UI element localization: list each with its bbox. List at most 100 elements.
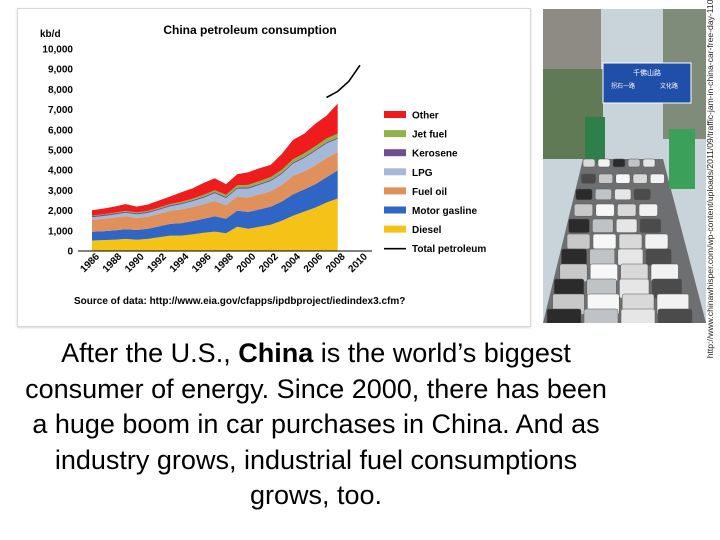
chart-panel: China petroleum consumption kb/d 0 1,000 2… <box>17 8 531 327</box>
car <box>568 218 590 233</box>
car <box>638 203 658 217</box>
y-tick-label: 8,000 <box>48 85 73 96</box>
legend-swatch <box>384 130 406 138</box>
y-tick-label: 6,000 <box>48 125 73 136</box>
car <box>615 218 638 233</box>
area-diesel <box>92 198 338 251</box>
y-tick-label: 5,000 <box>48 146 73 157</box>
legend-swatch <box>384 187 406 195</box>
legend: Other Jet fuel Kerosene LPG Fuel oil Motor ga… <box>384 111 486 255</box>
x-tick-label: 1996 <box>190 251 214 275</box>
x-tick-label: 1988 <box>101 251 125 275</box>
car <box>573 203 594 217</box>
legend-swatch <box>384 168 406 176</box>
car <box>592 233 617 250</box>
x-axis: 1986198819901992199419961998200020022004… <box>78 251 370 275</box>
legend-label: Kerosene <box>412 149 458 160</box>
x-tick-label: 2004 <box>279 251 303 275</box>
cars <box>546 158 693 323</box>
car <box>644 233 669 250</box>
bus-right <box>669 129 695 189</box>
car <box>598 173 614 184</box>
car <box>597 158 611 168</box>
y-tick-label: 9,000 <box>48 65 73 76</box>
legend-label: Jet fuel <box>412 130 447 141</box>
source-note: Source of data: http://www.eia.gov/cfapp… <box>74 296 405 307</box>
x-tick-label: 1990 <box>123 251 147 275</box>
bus-left <box>585 117 605 163</box>
car <box>620 308 656 323</box>
y-tick-label: 10,000 <box>42 45 73 56</box>
car <box>617 248 644 266</box>
x-tick-label: 2002 <box>257 251 281 275</box>
road-sign-text-3: 文化路 <box>660 82 678 90</box>
traffic-photo: 千佛山路 拐石一路 文化路 <box>543 9 706 323</box>
car <box>633 188 651 201</box>
x-tick-label: 1986 <box>78 251 102 275</box>
legend-label: Fuel oil <box>412 187 447 198</box>
x-tick-label: 2010 <box>346 251 370 275</box>
chart-svg: China petroleum consumption kb/d 0 1,000 2… <box>40 23 486 307</box>
y-tick-label: 3,000 <box>48 186 73 197</box>
car <box>592 218 614 233</box>
y-tick-label: 7,000 <box>48 105 73 116</box>
road-sign-text-1: 千佛山路 <box>633 68 661 77</box>
car <box>618 233 643 250</box>
road-sign-text-2: 拐石一路 <box>611 82 635 90</box>
legend-swatch <box>384 149 406 157</box>
car <box>595 203 615 217</box>
car <box>594 188 612 201</box>
car <box>583 308 619 323</box>
road-sign <box>602 62 692 104</box>
car <box>649 173 665 184</box>
caption-part-2: is the world’s biggest consumer of energ… <box>25 338 607 510</box>
car <box>561 248 587 266</box>
total-petroleum-line <box>326 64 361 99</box>
caption: After the U.S., China is the world’s big… <box>24 336 608 514</box>
car <box>546 308 582 323</box>
car <box>639 218 662 233</box>
area-fuel-oil <box>92 152 338 232</box>
car <box>642 158 656 168</box>
car <box>627 158 641 168</box>
legend-label: LPG <box>412 168 433 179</box>
x-tick-label: 2008 <box>324 251 348 275</box>
legend-label: Total petroleum <box>412 244 486 255</box>
legend-swatch <box>384 206 406 214</box>
car <box>566 233 591 250</box>
caption-part-1: After the U.S., <box>61 338 239 368</box>
car <box>575 188 593 201</box>
traffic-scene: 千佛山路 拐石一路 文化路 <box>543 9 706 323</box>
legend-label: Other <box>412 111 439 122</box>
car <box>582 158 596 168</box>
x-tick-label: 1992 <box>145 251 169 275</box>
car <box>617 203 637 217</box>
area-motor-gasline <box>92 170 338 241</box>
y-tick-label: 2,000 <box>48 206 73 217</box>
car <box>645 248 672 266</box>
car <box>581 173 596 184</box>
car <box>657 308 693 323</box>
y-tick-label: 0 <box>67 247 73 258</box>
legend-swatch <box>384 225 406 233</box>
total-line-group <box>326 64 361 99</box>
legend-swatch <box>384 111 406 118</box>
caption-bold-china: China <box>238 338 314 368</box>
y-tick-label: 1,000 <box>48 226 73 237</box>
car <box>615 173 631 184</box>
chart-title: China petroleum consumption <box>163 23 336 37</box>
car <box>589 248 616 266</box>
y-unit-label: kb/d <box>40 29 61 40</box>
x-tick-label: 1998 <box>212 251 236 275</box>
y-tick-label: 4,000 <box>48 166 73 177</box>
x-tick-label: 1994 <box>168 251 192 275</box>
car <box>614 188 632 201</box>
x-tick-label: 2000 <box>235 251 259 275</box>
area-other <box>92 103 338 216</box>
image-credit: http://www.chinawhisper.com/wp-content/u… <box>700 0 720 358</box>
legend-label: Motor gasline <box>412 206 477 217</box>
y-axis: 0 1,000 2,000 3,000 4,000 5,000 6,000 7,000 8,00… <box>42 45 73 258</box>
car <box>612 158 626 168</box>
x-tick-label: 2006 <box>302 251 326 275</box>
car <box>632 173 648 184</box>
